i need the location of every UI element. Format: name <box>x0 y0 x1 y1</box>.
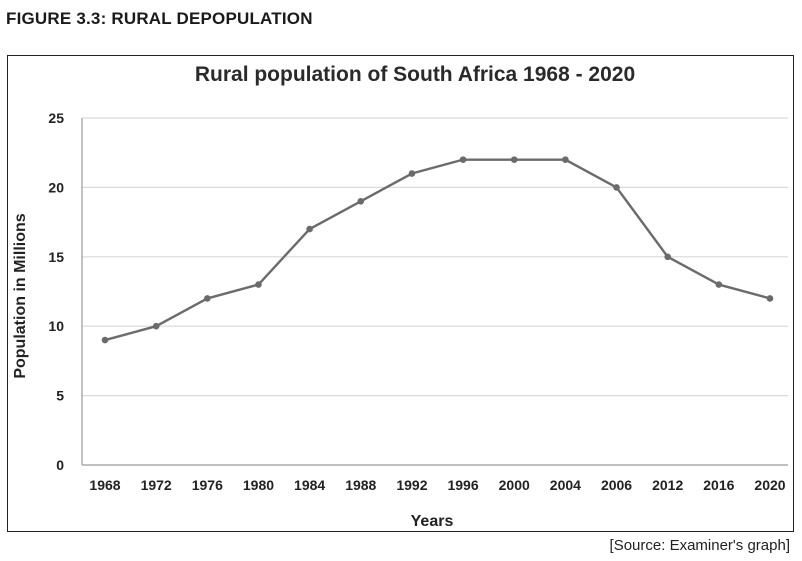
y-tick-label-15: 15 <box>48 249 64 265</box>
series-line <box>104 158 771 342</box>
x-tick-label-1972: 1972 <box>141 477 172 493</box>
data-point-1996 <box>459 156 467 163</box>
data-point-1984 <box>306 225 313 233</box>
data-point-2006 <box>613 184 620 191</box>
data-point-1976 <box>204 295 211 302</box>
data-point-2020 <box>766 295 774 302</box>
data-point-2000 <box>510 156 518 163</box>
data-point-2004 <box>562 156 569 163</box>
x-tick-label-1992: 1992 <box>396 477 427 493</box>
data-point-2012 <box>664 253 671 261</box>
x-tick-label-2020: 2020 <box>754 477 785 493</box>
y-tick-label-20: 20 <box>48 179 64 195</box>
x-tick-label-1976: 1976 <box>192 477 223 493</box>
x-tick-label-1988: 1988 <box>345 477 376 493</box>
x-tick-label-1996: 1996 <box>447 477 478 493</box>
chart-title: Rural population of South Africa 1968 - … <box>195 63 635 86</box>
x-axis-ticks: 1968 1972 1976 1980 1984 1988 1992 1996 2000 2004… <box>89 477 785 493</box>
figure-heading: FIGURE 3.3: RURAL DEPOPULATION <box>6 9 313 28</box>
source-note: [Source: Examiner's graph] <box>609 537 790 554</box>
y-tick-label-0: 0 <box>56 457 64 473</box>
y-tick-label-25: 25 <box>48 110 64 126</box>
data-point-1992 <box>408 170 416 177</box>
data-point-1980 <box>255 281 262 288</box>
x-tick-label-1984: 1984 <box>294 477 325 493</box>
x-tick-label-2004: 2004 <box>550 477 581 493</box>
data-point-1968 <box>101 336 109 344</box>
x-tick-label-2000: 2000 <box>499 477 530 493</box>
data-point-2016 <box>715 281 723 288</box>
y-axis-title: Population in Millions <box>12 213 29 378</box>
x-tick-label-2006: 2006 <box>601 477 632 493</box>
chart-frame <box>7 55 794 532</box>
data-point-1988 <box>357 197 365 205</box>
y-tick-label-5: 5 <box>56 388 64 404</box>
x-tick-label-1980: 1980 <box>243 477 274 493</box>
x-tick-label-2012: 2012 <box>652 477 683 493</box>
data-point-1972 <box>152 322 160 330</box>
gridlines <box>81 117 788 466</box>
series-layer <box>101 156 774 344</box>
y-axis-ticks: 0 5 10 15 20 25 <box>48 110 64 473</box>
x-axis-title: Years <box>411 513 454 530</box>
y-tick-label-10: 10 <box>48 318 64 334</box>
x-tick-label-1968: 1968 <box>89 477 120 493</box>
x-tick-label-2016: 2016 <box>703 477 734 493</box>
